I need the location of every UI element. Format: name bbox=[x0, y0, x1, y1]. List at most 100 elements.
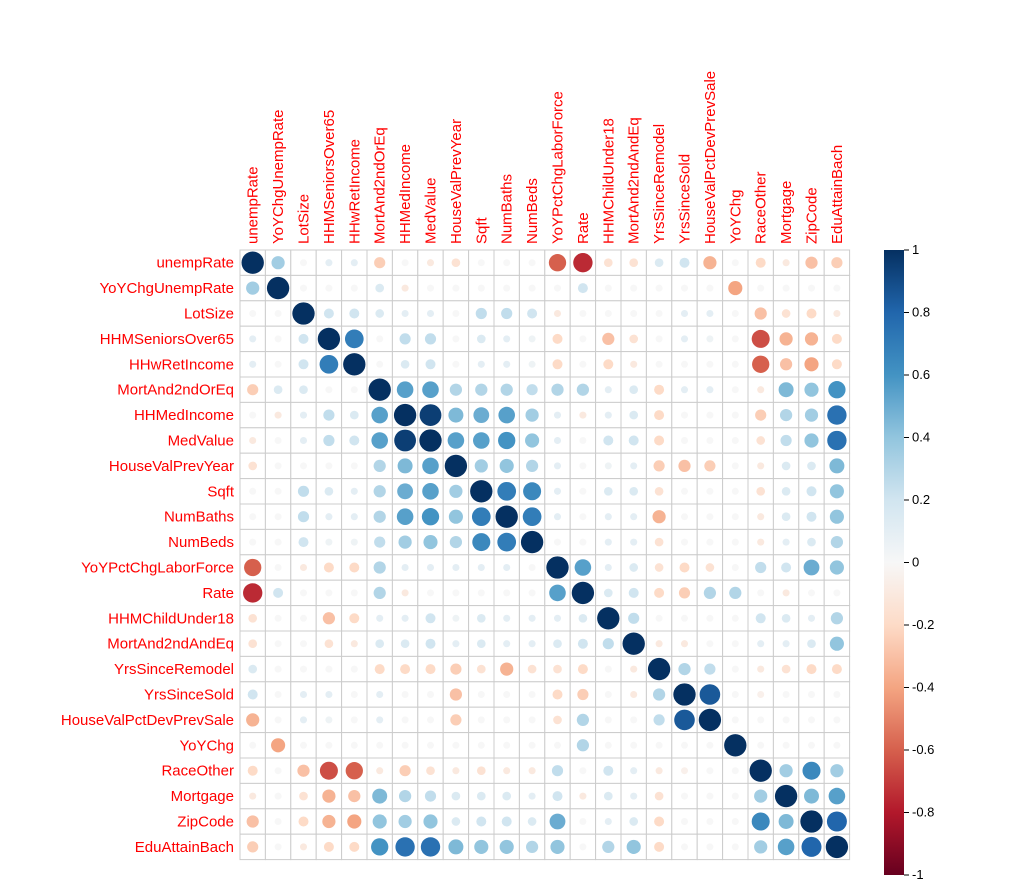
corr-raceother-mortand2ndoreq bbox=[376, 767, 384, 775]
corr-rate-unemprate bbox=[243, 583, 263, 603]
corr-hhwretincome-mortand2ndandeq bbox=[630, 360, 638, 368]
corr-numbeds-rate bbox=[579, 538, 587, 546]
corr-yrssinceremodel-yrssincesold bbox=[678, 662, 691, 676]
corr-yoychg-eduattainbach bbox=[833, 741, 841, 749]
corr-mortand2ndoreq-yrssincesold bbox=[680, 386, 689, 394]
corr-hhmseniorsover65-numbaths bbox=[503, 335, 511, 343]
corr-yrssinceremodel-mortand2ndandeq bbox=[630, 665, 638, 673]
corr-yrssinceremodel-raceother bbox=[757, 665, 765, 673]
corr-eduattainbach-hhmseniorsover65 bbox=[323, 841, 334, 852]
corr-rate-hhwretincome bbox=[350, 589, 358, 597]
corr-yoychgunemprate-hhwretincome bbox=[350, 284, 358, 292]
corr-hhwretincome-housevalpctdevprevsale bbox=[706, 360, 714, 368]
corr-rate-hhmchildunder18 bbox=[603, 588, 613, 598]
corr-hhmchildunder18-lotsize bbox=[300, 614, 307, 622]
corr-hhwretincome-mortand2ndoreq bbox=[376, 360, 384, 368]
corr-housevalpctdevprevsale-housevalprevyear bbox=[450, 714, 462, 726]
corr-hhwretincome-sqft bbox=[477, 360, 485, 368]
corr-yoypctchglaborforce-hhwretincome bbox=[349, 562, 360, 573]
corr-housevalprevyear-mortand2ndoreq bbox=[373, 459, 386, 473]
corr-rate-lotsize bbox=[300, 589, 307, 597]
column-label-mortgage: Mortgage bbox=[778, 181, 795, 244]
corr-housevalprevyear-yoychgunemprate bbox=[274, 462, 282, 470]
corr-numbeds-yrssincesold bbox=[681, 538, 688, 546]
corr-hhwretincome-numbaths bbox=[503, 360, 511, 368]
corr-mortand2ndoreq-hhmseniorsover65 bbox=[325, 386, 333, 394]
corr-unemprate-mortgage bbox=[782, 259, 790, 267]
corr-mortgage-lotsize bbox=[299, 791, 308, 801]
corr-medvalue-yrssinceremodel bbox=[654, 435, 665, 446]
corr-numbaths-mortand2ndandeq bbox=[630, 513, 638, 521]
corr-hhmseniorsover65-medvalue bbox=[424, 333, 437, 345]
corr-numbeds-yoypctchglaborforce bbox=[554, 538, 561, 546]
corr-housevalpctdevprevsale-yoychg bbox=[731, 716, 739, 724]
corr-hhmedincome-mortgage bbox=[779, 408, 793, 422]
corr-yoychgunemprate-housevalpctdevprevsale bbox=[706, 284, 714, 292]
corr-rate-mortand2ndoreq bbox=[373, 586, 386, 600]
row-label-mortgage: Mortgage bbox=[171, 788, 234, 805]
corr-yrssincesold-hhmseniorsover65 bbox=[325, 690, 333, 699]
corr-eduattainbach-yrssinceremodel bbox=[654, 841, 665, 852]
corr-yoypctchglaborforce-housevalprevyear bbox=[452, 563, 460, 572]
corr-yoychg-housevalprevyear bbox=[452, 741, 460, 749]
corr-medvalue-lotsize bbox=[299, 436, 308, 445]
color-scale-tick-label: 0.6 bbox=[912, 367, 930, 382]
corr-hhmseniorsover65-hhmedincome bbox=[399, 333, 411, 345]
row-label-yrssincesold: YrsSinceSold bbox=[144, 687, 234, 704]
corr-mortand2ndoreq-hhmedincome bbox=[396, 381, 414, 398]
corr-housevalprevyear-medvalue bbox=[422, 457, 439, 475]
column-label-mortand2ndoreq: MortAnd2ndOrEq bbox=[372, 127, 389, 244]
corr-lotsize-hhwretincome bbox=[349, 308, 360, 319]
corr-yoychg-medvalue bbox=[427, 741, 434, 749]
corr-mortand2ndoreq-unemprate bbox=[247, 384, 259, 396]
column-label-lotsize: LotSize bbox=[296, 194, 313, 244]
corr-hhmseniorsover65-zipcode bbox=[804, 332, 819, 346]
corr-unemprate-hhwretincome bbox=[350, 259, 358, 267]
corr-medvalue-yoychgunemprate bbox=[274, 437, 282, 444]
column-label-yoychg: YoYChg bbox=[727, 190, 744, 245]
corr-numbeds-numbeds bbox=[520, 530, 544, 554]
corr-hhmchildunder18-mortgage bbox=[781, 613, 791, 623]
corr-hhmseniorsover65-housevalprevyear bbox=[452, 335, 460, 343]
corr-mortand2ndoreq-raceother bbox=[757, 386, 765, 394]
corr-zipcode-yrssincesold bbox=[681, 818, 688, 825]
corr-rate-mortand2ndandeq bbox=[628, 587, 639, 598]
corr-mortand2ndoreq-rate bbox=[576, 383, 590, 396]
corr-yoychg-numbeds bbox=[528, 741, 536, 749]
corr-hhmchildunder18-raceother bbox=[755, 613, 766, 624]
row-label-eduattainbach: EduAttainBach bbox=[135, 839, 234, 856]
corr-eduattainbach-mortand2ndandeq bbox=[626, 839, 641, 854]
corr-eduattainbach-medvalue bbox=[420, 837, 441, 857]
corr-numbaths-rate bbox=[579, 513, 587, 521]
corr-yoychgunemprate-lotsize bbox=[300, 284, 307, 292]
corr-yrssinceremodel-zipcode bbox=[806, 664, 817, 675]
corr-yoychg-mortgage bbox=[782, 741, 790, 749]
corr-zipcode-hhwretincome bbox=[347, 814, 362, 829]
corr-hhmchildunder18-yrssincesold bbox=[681, 614, 688, 622]
corr-hhmedincome-housevalpctdevprevsale bbox=[706, 411, 714, 419]
corr-yoychg-unemprate bbox=[249, 741, 257, 749]
corr-yoypctchglaborforce-numbeds bbox=[528, 564, 536, 571]
corr-yoychgunemprate-medvalue bbox=[427, 284, 434, 292]
corr-medvalue-mortand2ndandeq bbox=[628, 435, 639, 446]
corr-mortgage-housevalprevyear bbox=[451, 791, 461, 801]
corr-zipcode-yoychgunemprate bbox=[274, 818, 282, 825]
corr-zipcode-yoypctchglaborforce bbox=[549, 813, 566, 830]
corr-hhwretincome-hhmedincome bbox=[400, 359, 410, 369]
corr-mortand2ndandeq-unemprate bbox=[248, 639, 258, 649]
corr-hhmseniorsover65-eduattainbach bbox=[831, 333, 842, 344]
color-scale-tick-label: -1 bbox=[912, 867, 924, 882]
corr-housevalprevyear-raceother bbox=[757, 462, 765, 470]
corr-yoypctchglaborforce-housevalpctdevprevsale bbox=[705, 563, 715, 572]
corr-medvalue-sqft bbox=[473, 432, 490, 449]
corr-medvalue-hhmseniorsover65 bbox=[323, 434, 335, 447]
corr-rate-numbaths bbox=[503, 589, 511, 597]
corr-hhmchildunder18-yoypctchglaborforce bbox=[553, 614, 562, 622]
corr-raceother-raceother bbox=[749, 759, 772, 782]
row-label-numbaths: NumBaths bbox=[164, 509, 234, 526]
corr-yoypctchglaborforce-rate bbox=[574, 559, 592, 576]
grid-cell bbox=[772, 249, 800, 276]
corr-hhmseniorsover65-yrssinceremodel bbox=[655, 335, 663, 343]
row-label-raceother: RaceOther bbox=[161, 763, 234, 780]
corr-hhmedincome-eduattainbach bbox=[827, 405, 847, 425]
